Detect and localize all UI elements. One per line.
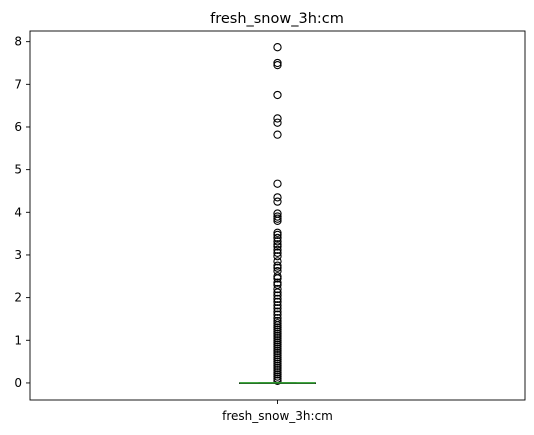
- flier-point: [273, 304, 282, 313]
- flier-point: [273, 272, 282, 281]
- flier-point: [273, 245, 282, 254]
- flier-point: [273, 212, 282, 221]
- flier-point: [273, 355, 282, 364]
- y-tick-label: 3: [14, 248, 22, 262]
- flier-point: [273, 228, 282, 237]
- flier-point: [273, 252, 282, 261]
- flier-point: [273, 340, 282, 349]
- y-tick-label: 1: [14, 333, 22, 347]
- flier-point: [273, 248, 282, 257]
- x-tick-label: fresh_snow_3h:cm: [222, 409, 333, 423]
- flier-point: [273, 242, 282, 251]
- flier-point: [273, 346, 282, 356]
- flier-point: [273, 368, 282, 377]
- flier-point: [273, 284, 282, 294]
- flier-point: [273, 353, 282, 362]
- flier-point: [273, 361, 282, 371]
- flier-point: [273, 310, 282, 319]
- flier-point: [273, 321, 282, 330]
- flier-point: [273, 325, 282, 334]
- flier-point: [273, 58, 282, 68]
- flier-point: [273, 233, 282, 243]
- flier-point: [273, 372, 282, 381]
- flier-point: [273, 301, 282, 310]
- y-tick-label: 4: [14, 205, 22, 219]
- flier-point: [273, 376, 282, 385]
- flier-point: [273, 327, 282, 336]
- flier-point: [273, 237, 282, 246]
- flier-point: [273, 370, 282, 379]
- flier-point: [273, 333, 282, 343]
- flier-point: [273, 319, 282, 328]
- flier-point: [273, 323, 282, 332]
- flier-point: [273, 261, 282, 270]
- flier-point: [273, 274, 282, 283]
- flier-point: [273, 118, 282, 127]
- chart-title: fresh_snow_3h:cm: [210, 11, 344, 27]
- flier-point: [273, 278, 282, 287]
- flier-point: [273, 291, 282, 300]
- flier-point: [273, 90, 282, 100]
- flier-point: [273, 342, 282, 351]
- flier-point: [273, 43, 282, 52]
- flier-point: [273, 240, 282, 249]
- flier-point: [273, 329, 282, 339]
- y-tick-label: 7: [14, 77, 22, 91]
- flier-point: [273, 257, 282, 266]
- flier-point: [273, 214, 282, 223]
- flier-point: [273, 60, 282, 70]
- y-tick-label: 0: [14, 376, 22, 390]
- flier-point: [273, 179, 282, 188]
- flier-point: [273, 351, 282, 360]
- flier-point: [273, 230, 282, 240]
- flier-point: [273, 338, 282, 347]
- flier-point: [273, 197, 282, 206]
- flier-point: [273, 294, 282, 304]
- flier-point: [273, 331, 282, 341]
- y-tick-label: 6: [14, 120, 22, 134]
- flier-point: [273, 288, 282, 297]
- flier-point: [273, 307, 282, 316]
- flier-point: [273, 193, 282, 202]
- flier-point: [273, 114, 282, 123]
- flier-point: [273, 363, 282, 373]
- flier-point: [273, 365, 282, 375]
- y-axis: 0 1 2 3 4 5 6 7 8: [14, 35, 30, 390]
- flier-point: [273, 263, 282, 272]
- y-tick-label: 5: [14, 163, 22, 177]
- y-tick-label: 8: [14, 35, 22, 49]
- flier-point: [273, 316, 282, 326]
- flier-point: [273, 336, 282, 345]
- plot-area: [239, 43, 316, 385]
- y-tick-label: 2: [14, 291, 22, 305]
- flier-point: [273, 357, 282, 366]
- x-axis: fresh_snow_3h:cm: [222, 400, 333, 423]
- flier-point: [273, 216, 282, 225]
- flier-point: [273, 130, 282, 139]
- flier-point: [273, 348, 282, 358]
- flier-point: [273, 359, 282, 368]
- flier-point: [273, 297, 282, 307]
- flier-point: [273, 344, 282, 353]
